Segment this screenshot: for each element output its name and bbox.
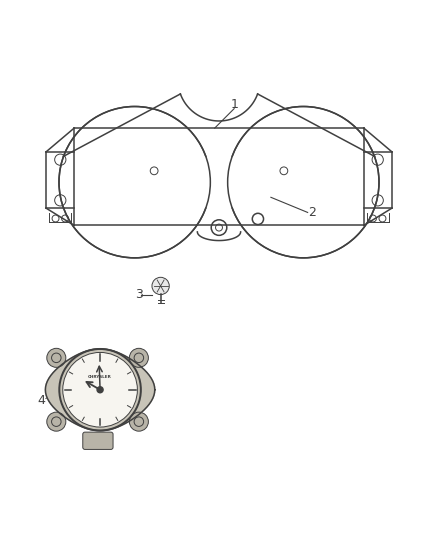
Circle shape — [97, 387, 103, 393]
Text: 2: 2 — [308, 206, 316, 219]
Text: 3: 3 — [135, 288, 143, 301]
Circle shape — [47, 412, 66, 431]
Circle shape — [63, 352, 138, 427]
Text: 4: 4 — [38, 394, 46, 407]
Text: CHRYSLER: CHRYSLER — [88, 375, 112, 378]
Circle shape — [129, 349, 148, 367]
Circle shape — [152, 277, 169, 295]
Circle shape — [129, 412, 148, 431]
FancyBboxPatch shape — [83, 432, 113, 449]
Polygon shape — [46, 349, 155, 431]
Circle shape — [47, 349, 66, 367]
Text: 1: 1 — [230, 98, 238, 111]
